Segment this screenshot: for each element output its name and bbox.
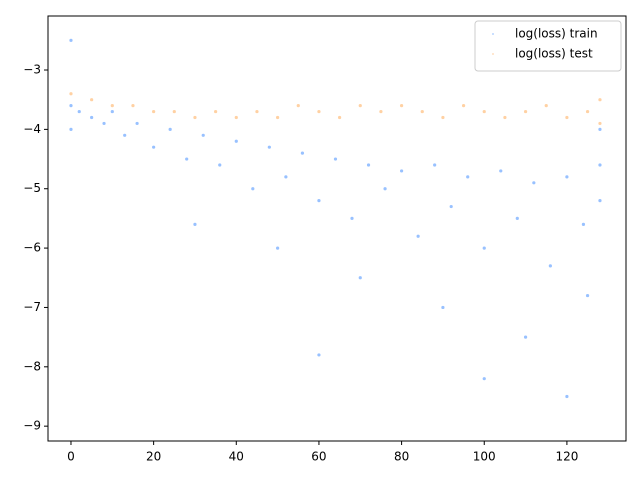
scatter-point [379, 109, 383, 114]
scatter-point [585, 109, 590, 114]
scatter-point [276, 246, 280, 250]
scatter-point [383, 187, 387, 191]
legend-box [474, 20, 622, 72]
scatter-point [251, 187, 255, 191]
scatter-point [598, 163, 602, 167]
scatter-point [296, 104, 300, 108]
scatter-point [515, 216, 519, 221]
y-tick-label: −3 [23, 63, 41, 77]
y-tick-label: −8 [23, 359, 41, 373]
scatter-point [185, 157, 189, 161]
scatter-point [218, 163, 222, 167]
scatter-point [90, 98, 94, 102]
scatter-point [420, 109, 424, 114]
scatter-point [581, 222, 586, 226]
scatter-point [110, 104, 114, 108]
scatter-point [565, 175, 569, 179]
scatter-point [172, 109, 176, 114]
scatter-point [433, 163, 437, 167]
scatter-point [193, 222, 197, 226]
scatter-point [152, 109, 156, 114]
x-tick-label: 0 [67, 450, 75, 464]
scatter-point [201, 133, 205, 137]
scatter-point [333, 157, 338, 161]
scatter-point [503, 115, 507, 120]
scatter-point [358, 104, 362, 108]
scatter-point [234, 115, 238, 120]
scatter-point [193, 115, 197, 120]
scatter-point [69, 92, 73, 96]
scatter-point [131, 104, 135, 108]
scatter-point [399, 169, 404, 173]
scatter-point [317, 199, 321, 203]
scatter-point [532, 181, 536, 185]
legend-label: log(loss) test [515, 47, 593, 61]
scatter-point [234, 139, 238, 143]
scatter-point [110, 109, 114, 114]
scatter-point [350, 216, 354, 221]
scatter-point [102, 121, 106, 126]
plot-frame [47, 15, 627, 442]
scatter-point [168, 127, 172, 131]
scatter-point [482, 377, 486, 381]
y-tick-label: −4 [23, 122, 41, 136]
scatter-point [482, 109, 486, 114]
y-tick-label: −7 [23, 300, 41, 314]
scatter-point [598, 121, 602, 126]
y-tick-label: −9 [23, 419, 41, 433]
scatter-point [598, 98, 602, 102]
scatter-point [123, 133, 127, 137]
y-tick-label: −6 [23, 241, 41, 255]
scatter-point [466, 175, 470, 179]
legend-marker [492, 53, 494, 55]
scatter-point [548, 264, 552, 268]
legend-label: log(loss) train [515, 27, 598, 41]
x-tick-label: 20 [146, 450, 161, 464]
scatter-point [544, 104, 548, 108]
scatter-point [441, 115, 445, 120]
scatter-point [317, 353, 321, 357]
scatter-point [449, 204, 453, 209]
scatter-point [267, 145, 271, 149]
x-tick-label: 80 [394, 450, 409, 464]
scatter-point [135, 121, 139, 126]
scatter-point [152, 145, 156, 149]
x-tick-label: 40 [229, 450, 244, 464]
scatter-point [565, 394, 569, 399]
scatter-point [90, 115, 94, 120]
scatter-point [565, 115, 569, 120]
x-tick-label: 60 [311, 450, 326, 464]
scatter-point [69, 104, 73, 108]
x-tick-label: 120 [555, 450, 578, 464]
scatter-point [399, 104, 404, 108]
scatter-point [499, 169, 503, 173]
scatter-point [598, 127, 602, 131]
scatter-point [284, 175, 288, 179]
scatter-point [358, 276, 362, 280]
scatter-point [523, 335, 528, 339]
scatter-point [523, 109, 528, 114]
scatter-point [598, 199, 602, 203]
x-tick-label: 100 [473, 450, 496, 464]
scatter-point [416, 234, 420, 238]
scatter-point [317, 109, 321, 114]
scatter-point [585, 293, 590, 298]
scatter-point [214, 109, 218, 114]
scatter-point [300, 151, 305, 155]
scatter-point [77, 109, 81, 114]
scatter-point [366, 163, 371, 167]
scatter-point [276, 115, 280, 120]
scatter-point [461, 104, 466, 108]
scatter-point [69, 38, 73, 42]
scatter-point [441, 305, 445, 310]
scatter-point [255, 109, 259, 114]
y-tick-label: −5 [23, 181, 41, 195]
scatter-point [69, 127, 73, 131]
scatter-point [482, 246, 486, 250]
scatter-point [338, 115, 342, 120]
legend-marker [492, 33, 494, 35]
